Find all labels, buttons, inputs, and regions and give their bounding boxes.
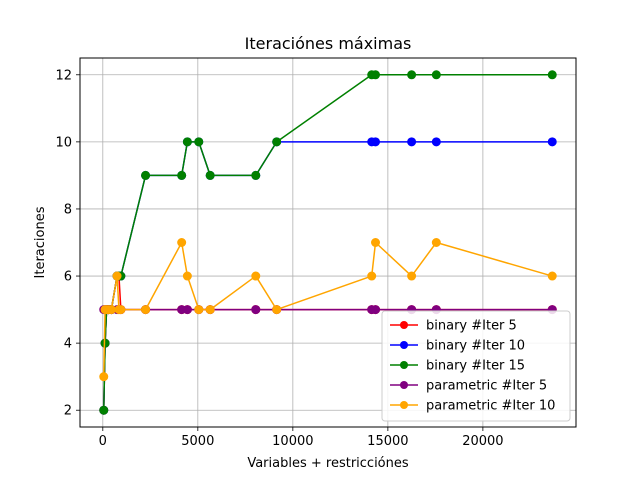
series-4 [99, 238, 557, 382]
data-point [182, 305, 192, 315]
legend-label: parametric #Iter 10 [426, 399, 555, 414]
data-point [116, 305, 126, 315]
chart-title: Iteraciónes máximas [245, 34, 412, 53]
legend: binary #Iter 5 binary #Iter 10 binary #Ite… [381, 310, 571, 422]
legend-label: parametric #Iter 5 [426, 379, 547, 394]
y-tick-label: 4 [64, 337, 72, 352]
legend-marker [400, 361, 408, 369]
data-point [177, 238, 187, 247]
legend-marker [400, 321, 408, 329]
data-point [205, 305, 215, 315]
data-point [112, 271, 122, 281]
data-point [407, 137, 417, 147]
data-point [182, 271, 192, 281]
data-point [367, 271, 377, 281]
axes: 0 5000 10000 15000 20000 2 4 6 8 10 12 [55, 68, 503, 449]
data-point [99, 405, 109, 415]
y-tick-label: 10 [55, 135, 72, 150]
y-tick-label: 8 [64, 202, 72, 217]
data-point [371, 305, 381, 315]
data-point [547, 271, 557, 281]
x-tick-label: 15000 [367, 434, 408, 449]
data-point [141, 305, 151, 315]
data-point [272, 137, 282, 147]
data-point [205, 170, 215, 180]
data-point [194, 137, 204, 147]
data-point [371, 238, 381, 247]
data-point [106, 305, 116, 315]
y-axis-label: Iteraciones [33, 206, 48, 278]
data-point [251, 305, 261, 315]
legend-label: binary #Iter 15 [426, 359, 525, 374]
legend-label: binary #Iter 10 [426, 339, 525, 354]
legend-marker [400, 341, 408, 349]
data-point [177, 170, 187, 180]
data-point [431, 238, 441, 247]
data-point [251, 271, 261, 281]
data-point [182, 137, 192, 147]
data-point [431, 137, 441, 147]
x-tick-label: 0 [99, 434, 107, 449]
data-point [141, 170, 151, 180]
y-tick-label: 2 [64, 404, 72, 419]
data-point [407, 271, 417, 281]
data-point [547, 137, 557, 147]
legend-item: parametric #Iter 10 [390, 399, 555, 414]
data-point [251, 170, 261, 180]
y-tick-label: 6 [64, 270, 72, 285]
legend-item: parametric #Iter 5 [390, 379, 547, 394]
x-axis-label: Variables + restricciónes [247, 456, 409, 471]
data-point [371, 137, 381, 147]
legend-marker [400, 381, 408, 389]
x-tick-label: 20000 [462, 434, 503, 449]
legend-box [381, 310, 571, 422]
legend-item: binary #Iter 10 [390, 339, 525, 354]
legend-label: binary #Iter 5 [426, 319, 517, 334]
data-point [371, 70, 381, 80]
legend-item: binary #Iter 15 [390, 359, 525, 374]
legend-marker [400, 401, 408, 409]
data-point [407, 70, 417, 80]
data-point [272, 305, 282, 315]
data-point [99, 372, 109, 382]
data-point [431, 70, 441, 80]
data-point [194, 305, 204, 315]
data-point [547, 70, 557, 80]
legend-item: binary #Iter 5 [390, 319, 517, 334]
y-tick-label: 12 [55, 68, 72, 83]
plot-frame [79, 57, 577, 428]
x-tick-label: 5000 [181, 434, 214, 449]
x-tick-label: 10000 [272, 434, 313, 449]
